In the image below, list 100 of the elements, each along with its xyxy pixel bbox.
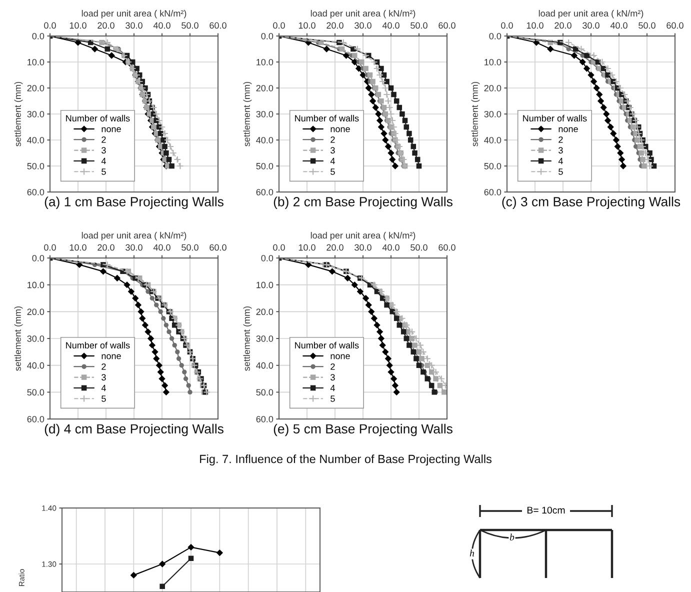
legend-label: 4 (330, 158, 335, 164)
legend-label: 5 (102, 396, 106, 402)
text: B= 10cm (527, 506, 565, 514)
y-tick-label: 20.0 (256, 308, 274, 316)
legend-label: 4 (330, 384, 335, 392)
x-tick-label: 40.0 (153, 22, 170, 29)
legend-label: none (330, 354, 350, 360)
legend-label: 3 (102, 147, 106, 154)
y-tick-label: 40.0 (256, 136, 274, 144)
y-tick-label: 40.0 (27, 362, 44, 369)
x-tick-label: 10.0 (526, 22, 544, 29)
y-tick-label: 0.0 (261, 32, 274, 40)
x-tick-label: 50.0 (410, 22, 428, 29)
legend-title: Number of walls (66, 114, 130, 122)
legend-label: none (558, 127, 578, 132)
text: h (470, 550, 474, 556)
text: (a) 1 cm Base Projecting Walls (44, 196, 224, 209)
y-tick-label: 10.0 (28, 282, 44, 288)
y-tick-label: 30.0 (256, 110, 274, 118)
text: (c) 3 cm Base Projecting Walls (502, 196, 680, 209)
y-tick-label: 30.0 (27, 110, 44, 118)
x-tick-label: 40.0 (382, 244, 400, 251)
y-tick-label: 50.0 (484, 162, 502, 170)
legend-label: none (330, 127, 350, 132)
y-tick-label: 50.0 (256, 162, 274, 170)
y-tick-label: 10.0 (484, 58, 502, 66)
y-tick-label: 10.0 (256, 282, 274, 288)
x-tick-label: 0.0 (273, 244, 285, 251)
y-axis-title: settlement (mm) (243, 306, 252, 371)
y-tick-label: 50.0 (27, 162, 44, 170)
y-tick-label: 0.0 (32, 254, 44, 262)
x-tick-label: 30.0 (354, 22, 372, 29)
x-tick-label: 50.0 (182, 244, 198, 251)
text: (e) 5 cm Base Projecting Walls (274, 424, 452, 436)
y-tick-label: 0.0 (32, 32, 44, 40)
x-tick-label: 40.0 (382, 22, 400, 29)
legend-label: 4 (558, 158, 563, 164)
y-tick-label: 30.0 (27, 335, 44, 342)
legend-label: 5 (102, 168, 106, 175)
y-tick-label: 40.0 (256, 362, 274, 369)
x-tick-label: 60.0 (666, 22, 684, 29)
x-tick-label: 40.0 (153, 244, 170, 251)
x-tick-label: 60.0 (210, 244, 226, 251)
x-tick-label: 60.0 (438, 244, 456, 251)
y-tick-label: 40.0 (484, 136, 502, 144)
y-tick-label: 30.0 (484, 110, 502, 118)
legend-label: 3 (558, 147, 563, 154)
x-tick-label: 50.0 (410, 244, 428, 251)
x-tick-label: 10.0 (70, 22, 86, 29)
legend-label: 2 (330, 363, 335, 370)
legend-label: 3 (330, 147, 335, 154)
legend-label: 4 (101, 384, 106, 392)
x-tick-label: 20.0 (326, 244, 344, 251)
legend-label: 5 (558, 168, 563, 175)
x-tick-label: 10.0 (70, 244, 86, 251)
y-tick-label: 40.0 (27, 136, 44, 144)
x-tick-label: 30.0 (354, 244, 372, 251)
legend-label: 4 (101, 158, 106, 164)
legend-label: 2 (558, 136, 563, 143)
x-axis-title: load per unit area ( kN/m²) (82, 232, 186, 240)
y-tick-label: 20.0 (484, 84, 502, 92)
x-tick-label: 20.0 (326, 22, 344, 29)
legend-title: Number of walls (295, 114, 359, 122)
y-tick-label: 20.0 (27, 308, 44, 316)
legend-label: none (102, 127, 121, 132)
x-tick-label: 0.0 (273, 22, 285, 29)
y-axis-title: settlement (mm) (14, 306, 23, 371)
x-tick-label: 40.0 (610, 22, 628, 29)
y-tick-label: 0.0 (261, 254, 274, 262)
y-tick-label: 50.0 (256, 389, 274, 396)
legend-label: 3 (102, 374, 106, 381)
x-tick-label: 30.0 (126, 244, 142, 251)
legend-label: none (102, 354, 121, 360)
caption: Fig. 7. Influence of the Number of Base Projecting Walls (200, 454, 492, 466)
y-axis-title: settlement (mm) (243, 82, 252, 146)
legend-label: 2 (330, 136, 335, 143)
y-tick-label: 30.0 (256, 335, 274, 342)
y-tick-label: 20.0 (27, 84, 44, 92)
text: (d) 4 cm Base Projecting Walls (44, 424, 224, 436)
y-tick-label: 60.0 (27, 188, 44, 196)
text: b (510, 534, 514, 540)
y-tick-label: 10.0 (256, 58, 274, 66)
legend-title: Number of walls (66, 342, 130, 349)
x-tick-label: 20.0 (98, 244, 114, 251)
x-axis-title: load per unit area ( kN/m²) (310, 232, 416, 240)
y-tick-label: 10.0 (28, 58, 44, 66)
x-tick-label: 20.0 (554, 22, 572, 29)
y-tick-label: 60.0 (256, 416, 274, 422)
x-tick-label: 10.0 (298, 244, 316, 251)
legend-title: Number of walls (295, 342, 359, 349)
legend-label: 5 (330, 168, 335, 175)
x-tick-label: 0.0 (501, 22, 513, 29)
legend-label: 2 (102, 136, 106, 143)
x-tick-label: 30.0 (582, 22, 600, 29)
legend-label: 3 (330, 374, 335, 381)
y-tick-label: 50.0 (27, 389, 44, 396)
x-tick-label: 10.0 (298, 22, 316, 29)
x-tick-label: 60.0 (210, 22, 226, 29)
x-axis-title: load per unit area ( kN/m²) (82, 10, 186, 18)
legend-label: 2 (102, 363, 106, 370)
